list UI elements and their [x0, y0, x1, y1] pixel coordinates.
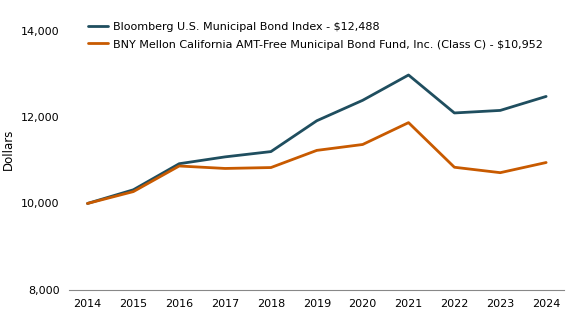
Bloomberg U.S. Municipal Bond Index - $12,488	[84, 201, 91, 205]
Line: BNY Mellon California AMT-Free Municipal Bond Fund, Inc. (Class C) - $10,952: BNY Mellon California AMT-Free Municipal…	[88, 123, 546, 203]
BNY Mellon California AMT-Free Municipal Bond Fund, Inc. (Class C) - $10,952	[176, 164, 183, 168]
BNY Mellon California AMT-Free Municipal Bond Fund, Inc. (Class C) - $10,952	[267, 165, 274, 169]
BNY Mellon California AMT-Free Municipal Bond Fund, Inc. (Class C) - $10,952	[497, 171, 504, 175]
Bloomberg U.S. Municipal Bond Index - $12,488	[497, 109, 504, 113]
BNY Mellon California AMT-Free Municipal Bond Fund, Inc. (Class C) - $10,952	[543, 161, 550, 164]
Bloomberg U.S. Municipal Bond Index - $12,488	[176, 162, 183, 166]
BNY Mellon California AMT-Free Municipal Bond Fund, Inc. (Class C) - $10,952	[84, 201, 91, 205]
Bloomberg U.S. Municipal Bond Index - $12,488	[405, 73, 412, 77]
Bloomberg U.S. Municipal Bond Index - $12,488	[543, 94, 550, 98]
Y-axis label: Dollars: Dollars	[2, 129, 15, 170]
Bloomberg U.S. Municipal Bond Index - $12,488	[359, 98, 366, 102]
Bloomberg U.S. Municipal Bond Index - $12,488	[222, 155, 229, 159]
BNY Mellon California AMT-Free Municipal Bond Fund, Inc. (Class C) - $10,952	[130, 190, 137, 193]
Bloomberg U.S. Municipal Bond Index - $12,488	[130, 188, 137, 192]
Bloomberg U.S. Municipal Bond Index - $12,488	[451, 111, 458, 115]
BNY Mellon California AMT-Free Municipal Bond Fund, Inc. (Class C) - $10,952	[405, 121, 412, 125]
BNY Mellon California AMT-Free Municipal Bond Fund, Inc. (Class C) - $10,952	[451, 165, 458, 169]
BNY Mellon California AMT-Free Municipal Bond Fund, Inc. (Class C) - $10,952	[313, 148, 320, 152]
Line: Bloomberg U.S. Municipal Bond Index - $12,488: Bloomberg U.S. Municipal Bond Index - $1…	[88, 75, 546, 203]
BNY Mellon California AMT-Free Municipal Bond Fund, Inc. (Class C) - $10,952	[359, 142, 366, 146]
Bloomberg U.S. Municipal Bond Index - $12,488	[267, 150, 274, 154]
Bloomberg U.S. Municipal Bond Index - $12,488	[313, 119, 320, 123]
Legend: Bloomberg U.S. Municipal Bond Index - $12,488, BNY Mellon California AMT-Free Mu: Bloomberg U.S. Municipal Bond Index - $1…	[85, 18, 547, 53]
BNY Mellon California AMT-Free Municipal Bond Fund, Inc. (Class C) - $10,952	[222, 166, 229, 170]
